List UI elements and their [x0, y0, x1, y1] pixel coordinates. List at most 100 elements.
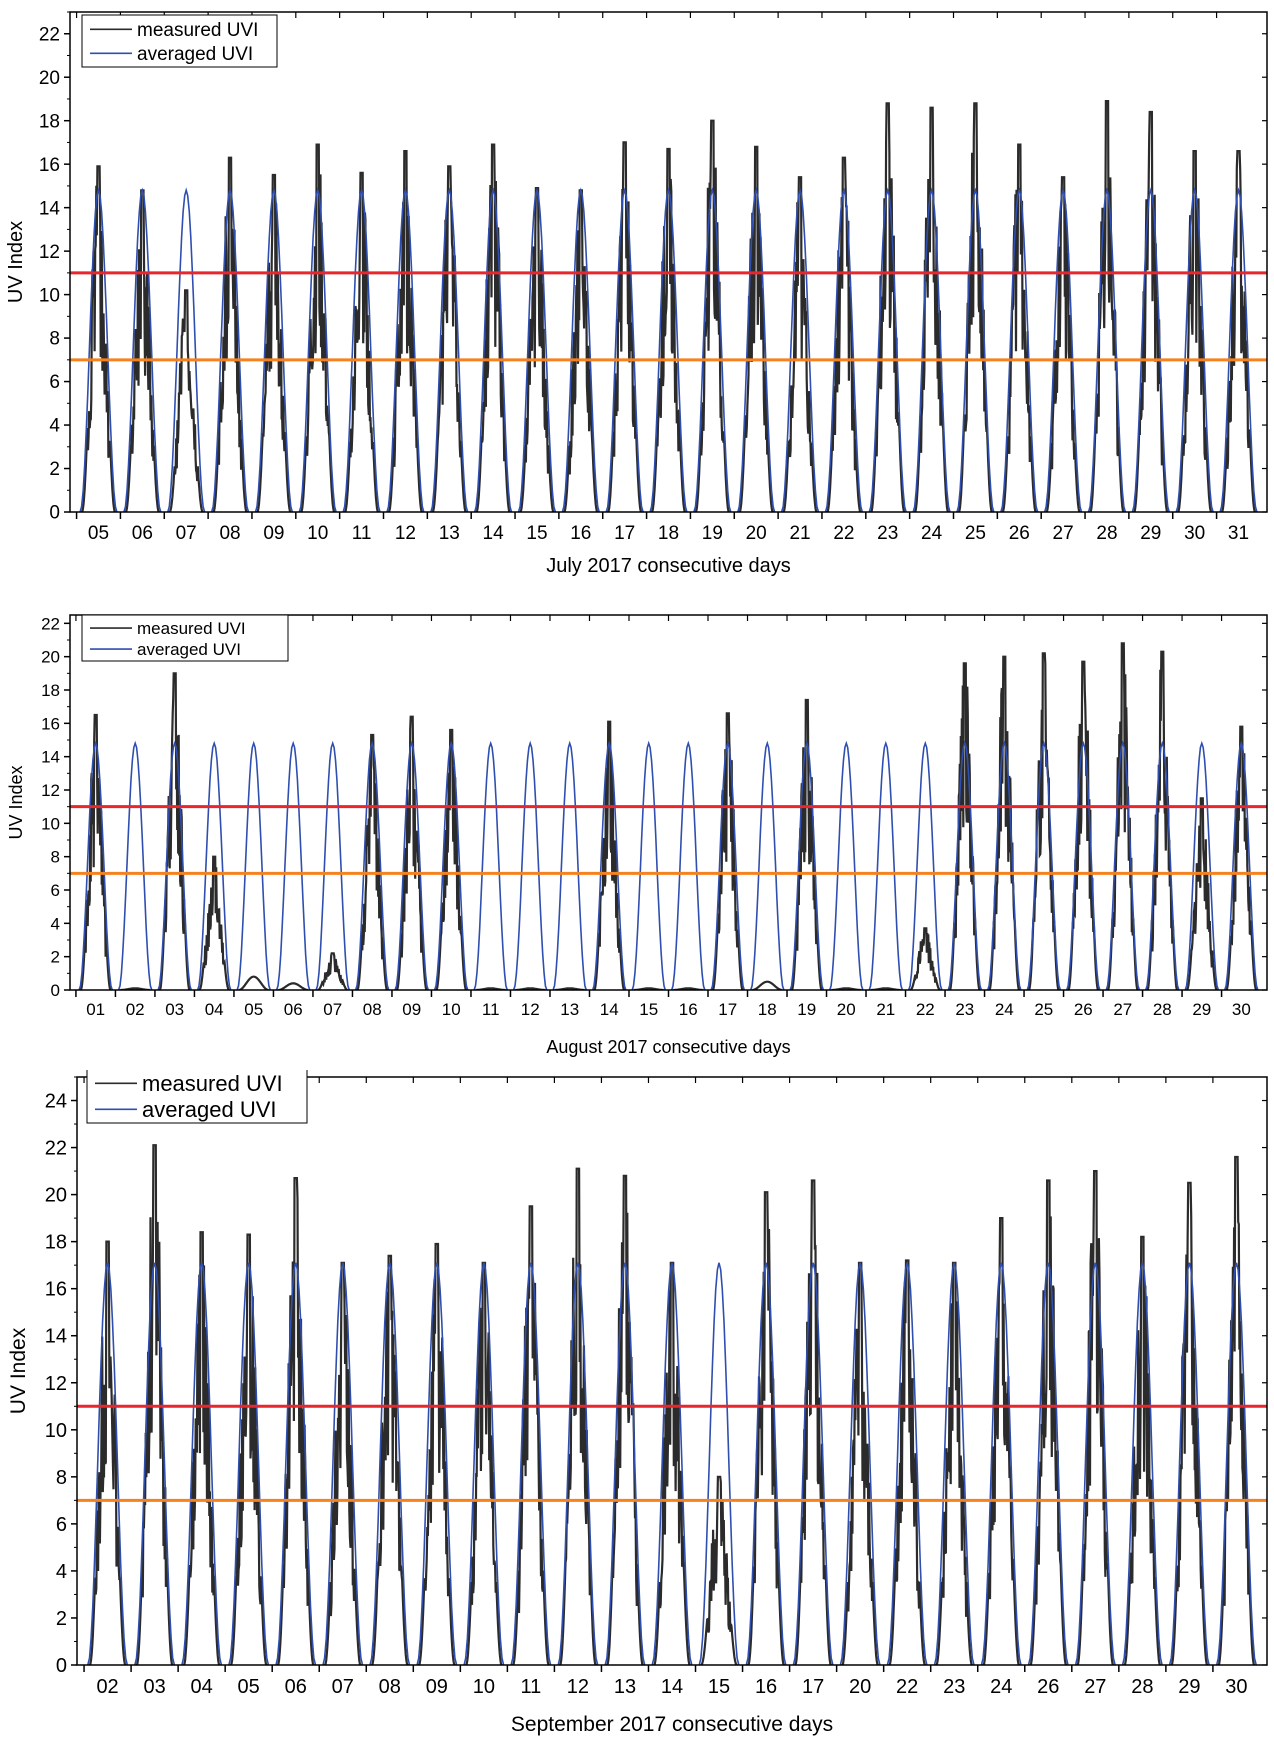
averaged-uvi-day-23 [868, 187, 907, 512]
y-tick-label: 20 [41, 648, 60, 667]
x-tick-label: 18 [658, 523, 679, 544]
averaged-uvi-day-05 [79, 187, 118, 512]
averaged-uvi-day-12 [512, 740, 548, 990]
measured-uvi-day-18 [752, 980, 783, 990]
x-tick-label: 23 [877, 523, 898, 544]
averaged-uvi-day-22 [886, 1262, 928, 1665]
y-tick-label: 4 [56, 1561, 67, 1583]
measured-uvi-day-09 [395, 715, 428, 990]
plot-area [79, 100, 1258, 512]
measured-uvi-day-20 [841, 1261, 879, 1665]
x-tick-label: 22 [916, 1000, 935, 1019]
measured-uvi-day-20 [738, 145, 774, 512]
measured-uvi-day-12 [387, 150, 423, 512]
measured-uvi-day-07 [317, 952, 348, 990]
plot-frame [69, 11, 1268, 513]
measured-uvi-day-25 [957, 102, 993, 512]
measured-uvi-day-06 [124, 189, 160, 512]
averaged-uvi-day-06 [123, 187, 162, 512]
x-tick-label: 26 [1074, 1000, 1093, 1019]
measured-uvi-day-03 [135, 1144, 174, 1665]
x-tick-label: 28 [1096, 523, 1117, 544]
measured-uvi-day-22 [888, 1259, 926, 1665]
y-tick-label: 22 [45, 1138, 67, 1160]
x-tick-label: 28 [1153, 1000, 1172, 1019]
averaged-uvi-day-24 [912, 187, 951, 512]
averaged-uvi-day-13 [430, 187, 469, 512]
averaged-uvi-day-03 [157, 740, 193, 990]
x-tick-label: 04 [205, 1000, 224, 1019]
measured-uvi-day-12 [559, 1167, 597, 1665]
measured-uvi-day-26 [1029, 1179, 1068, 1665]
legend-box [81, 14, 278, 68]
averaged-uvi-day-20 [737, 187, 776, 512]
averaged-uvi-day-23 [933, 1262, 975, 1665]
x-tick-label: 14 [661, 1676, 683, 1698]
measured-uvi-day-01 [79, 713, 112, 990]
averaged-uvi-day-14 [591, 740, 627, 990]
measured-uvi-day-28 [1146, 650, 1179, 990]
plot-area [87, 1144, 1257, 1665]
measured-uvi-day-09 [256, 173, 292, 512]
y-tick-label: 18 [39, 111, 60, 132]
x-tick-label: 17 [802, 1676, 824, 1698]
y-tick-label: 14 [39, 198, 61, 219]
x-axis-label: July 2017 consecutive days [546, 555, 791, 577]
x-tick-label: 27 [1113, 1000, 1132, 1019]
averaged-uvi-day-22 [907, 740, 943, 990]
y-tick-label: 10 [41, 814, 60, 833]
y-tick-label: 20 [45, 1185, 67, 1207]
averaged-uvi-day-10 [463, 1262, 505, 1665]
averaged-uvi-day-24 [980, 1262, 1022, 1665]
measured-uvi-day-23 [948, 662, 981, 990]
averaged-uvi-day-20 [839, 1262, 881, 1665]
averaged-uvi-day-11 [510, 1262, 552, 1665]
x-tick-label: 11 [352, 523, 372, 544]
averaged-uvi-day-07 [315, 740, 351, 990]
averaged-uvi-day-18 [649, 187, 688, 512]
x-tick-label: 05 [244, 1000, 263, 1019]
y-tick-label: 10 [45, 1420, 67, 1442]
averaged-uvi-day-12 [386, 187, 425, 512]
averaged-uvi-day-15 [698, 1262, 740, 1665]
x-tick-label: 16 [679, 1000, 698, 1019]
x-tick-label: 24 [921, 523, 943, 544]
measured-uvi-day-10 [300, 143, 336, 512]
x-tick-label: 06 [132, 523, 153, 544]
measured-uvi-day-08 [371, 1254, 409, 1665]
measured-uvi-day-08 [212, 156, 248, 512]
averaged-uvi-day-14 [651, 1262, 693, 1665]
measured-uvi-day-22 [826, 156, 862, 512]
legend-label: measured UVI [137, 619, 246, 638]
x-tick-label: 20 [837, 1000, 856, 1019]
measured-uvi-day-05 [229, 1233, 268, 1665]
x-tick-label: 05 [238, 1676, 260, 1698]
measured-uvi-day-11 [512, 1205, 550, 1665]
chart-panel-september: 0 2 4 6 8 10 12 14 16 18 20 22 24 02 03 04 05 06 07 08 09 10 1… [0, 1070, 1274, 1737]
x-tick-label: 29 [1192, 1000, 1211, 1019]
averaged-uvi-day-30 [1175, 187, 1214, 512]
averaged-uvi-day-07 [322, 1262, 364, 1665]
x-tick-label: 10 [307, 523, 328, 544]
x-tick-label: 09 [263, 523, 284, 544]
x-tick-label: 13 [560, 1000, 579, 1019]
legend-box [86, 1070, 308, 1124]
measured-uvi-day-15 [700, 1475, 738, 1665]
x-tick-label: 20 [746, 523, 767, 544]
averaged-uvi-day-17 [792, 1262, 834, 1665]
averaged-uvi-day-26 [1065, 740, 1101, 990]
measured-uvi-day-17 [794, 1179, 832, 1665]
x-tick-label: 21 [876, 1000, 895, 1019]
y-tick-label: 4 [49, 416, 60, 437]
y-tick-label: 2 [56, 1608, 67, 1630]
x-axis-label: September 2017 consecutive days [511, 1713, 833, 1736]
averaged-uvi-day-19 [693, 187, 732, 512]
averaged-uvi-day-19 [789, 740, 825, 990]
x-tick-label: 19 [797, 1000, 816, 1019]
x-tick-label: 07 [176, 523, 197, 544]
averaged-uvi-day-12 [557, 1262, 599, 1665]
measured-uvi-day-07 [168, 289, 204, 512]
averaged-uvi-day-29 [1184, 740, 1220, 990]
